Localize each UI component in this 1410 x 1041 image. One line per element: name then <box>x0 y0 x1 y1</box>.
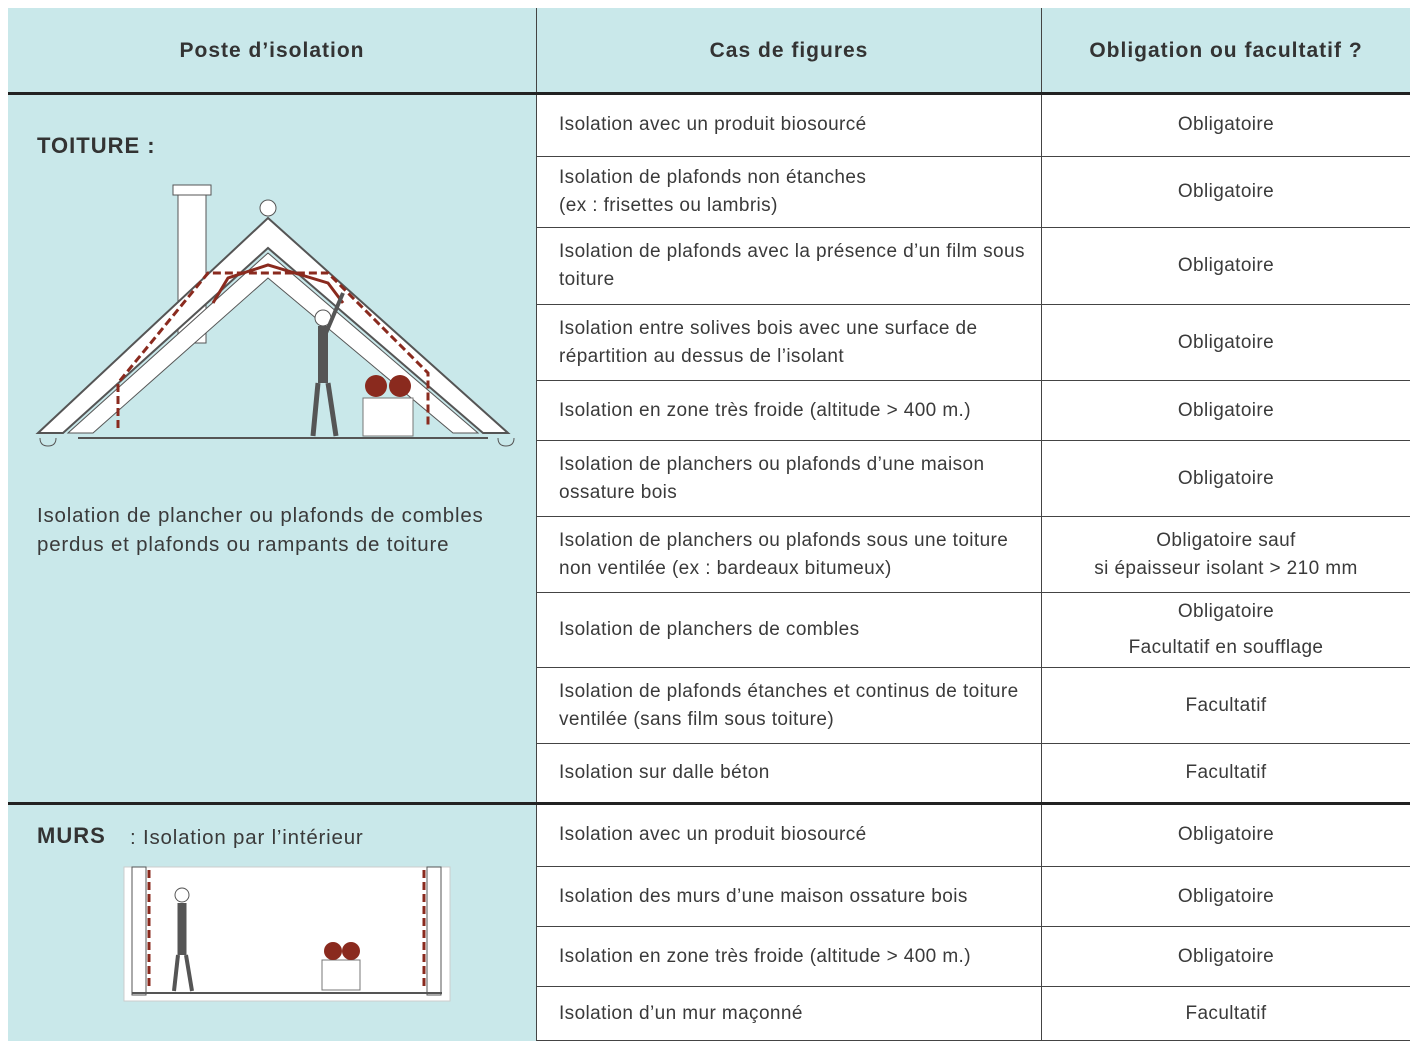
text-line: Isolation d’un mur maçonné <box>559 1002 803 1024</box>
text-line: Isolation entre solives bois avec une su… <box>559 317 978 367</box>
obligation-cell: Obligatoire <box>1042 157 1410 228</box>
text-line: Isolation de planchers de combles <box>559 619 860 640</box>
case-cell: Isolation de plafonds non étanches (ex : … <box>537 157 1042 228</box>
case-cell: Isolation d’un mur maçonné <box>537 987 1042 1041</box>
text-line: Obligatoire sauf <box>1156 529 1296 551</box>
case-cell: Isolation avec un produit biosourcé <box>537 803 1042 867</box>
text-line: Obligatoire <box>1177 399 1275 421</box>
text-line: Facultatif en soufflage <box>1128 637 1324 658</box>
text-line: Isolation en zone très froide (altitude … <box>559 945 971 967</box>
column-header: Poste d’isolation <box>8 8 537 93</box>
text-line: Obligatoire <box>1177 255 1275 276</box>
section-caption: : Isolation par l’intérieur <box>130 826 364 849</box>
column-header: Obligation ou facultatif ? <box>1042 8 1410 93</box>
case-cell: Isolation sur dalle béton <box>537 744 1042 803</box>
text-line: Obligatoire <box>1177 331 1275 353</box>
obligation-cell: Obligatoire sauf si épaisseur isolant > 2… <box>1042 517 1410 593</box>
section-rule <box>8 802 1410 805</box>
case-cell: Isolation avec un produit biosourcé <box>537 93 1042 157</box>
text-line: Isolation de planchers ou plafonds sous … <box>559 529 1009 579</box>
case-cell: Isolation de plafonds avec la présence d… <box>537 228 1042 305</box>
case-cell: Isolation des murs d’une maison ossature… <box>537 867 1042 927</box>
murs-panel: MURS : Isolation par l’intérieur <box>8 803 537 1041</box>
text-line: (ex : frisettes ou lambris) <box>559 195 778 216</box>
text-line: Isolation de plafonds avec la présence d… <box>559 241 1025 290</box>
text-line: Obligation ou facultatif ? <box>1089 38 1363 62</box>
text-line: Poste d’isolation <box>179 38 365 62</box>
text-line: Facultatif <box>1185 694 1267 716</box>
obligation-cell: Obligatoire <box>1042 927 1410 987</box>
text-line: Obligatoire <box>1177 945 1275 967</box>
text-line: Isolation en zone très froide (altitude … <box>559 399 971 421</box>
section-label: MURS <box>37 823 106 848</box>
text-line: Isolation avec un produit biosourcé <box>559 823 867 845</box>
text-line: Isolation de plafonds non étanches <box>559 167 867 188</box>
text-line: Facultatif <box>1185 1002 1267 1024</box>
obligation-cell: Obligatoire Facultatif en soufflage <box>1042 593 1410 668</box>
text-line: Obligatoire <box>1177 601 1275 622</box>
text-line: Isolation de plafonds étanches et contin… <box>559 680 1019 730</box>
obligation-cell: Obligatoire <box>1042 381 1410 441</box>
wall-illustration <box>123 866 451 1002</box>
text-line: Isolation sur dalle béton <box>559 762 770 783</box>
obligation-cell: Obligatoire <box>1042 867 1410 927</box>
text-line: Isolation des murs d’une maison ossature… <box>559 885 968 907</box>
obligation-cell: Facultatif <box>1042 668 1410 744</box>
case-cell: Isolation en zone très froide (altitude … <box>537 381 1042 441</box>
obligation-cell: Obligatoire <box>1042 93 1410 157</box>
obligation-cell: Facultatif <box>1042 744 1410 803</box>
column-header: Cas de figures <box>537 8 1042 93</box>
section-caption: Isolation de plancher ou plafonds de com… <box>37 504 484 556</box>
obligation-cell: Obligatoire <box>1042 441 1410 517</box>
case-cell: Isolation en zone très froide (altitude … <box>537 927 1042 987</box>
text-line: Obligatoire <box>1177 823 1275 845</box>
text-line: Obligatoire <box>1177 181 1275 202</box>
text-line: Obligatoire <box>1177 113 1275 135</box>
case-cell: Isolation de planchers de combles <box>537 593 1042 668</box>
obligation-cell: Obligatoire <box>1042 305 1410 381</box>
text-line: si épaisseur isolant > 210 mm <box>1094 557 1358 579</box>
obligation-cell: Facultatif <box>1042 987 1410 1041</box>
case-cell: Isolation de planchers ou plafonds sous … <box>537 517 1042 593</box>
case-cell: Isolation entre solives bois avec une su… <box>537 305 1042 381</box>
case-cell: Isolation de plafonds étanches et contin… <box>537 668 1042 744</box>
text-line: Facultatif <box>1185 762 1267 783</box>
text-line: Isolation de planchers ou plafonds d’une… <box>559 453 985 503</box>
roof-illustration <box>35 184 515 447</box>
case-cell: Isolation de planchers ou plafonds d’une… <box>537 441 1042 517</box>
obligation-cell: Obligatoire <box>1042 803 1410 867</box>
text-line: Obligatoire <box>1177 467 1275 489</box>
obligation-cell: Obligatoire <box>1042 228 1410 305</box>
text-line: Obligatoire <box>1177 885 1275 907</box>
section-label: TOITURE : <box>37 133 156 158</box>
header-rule <box>8 92 1410 95</box>
text-line: Isolation avec un produit biosourcé <box>559 113 867 135</box>
toiture-panel: TOITURE : Isolation de plancher ou plafo… <box>8 93 537 803</box>
text-line: Cas de figures <box>709 38 869 62</box>
